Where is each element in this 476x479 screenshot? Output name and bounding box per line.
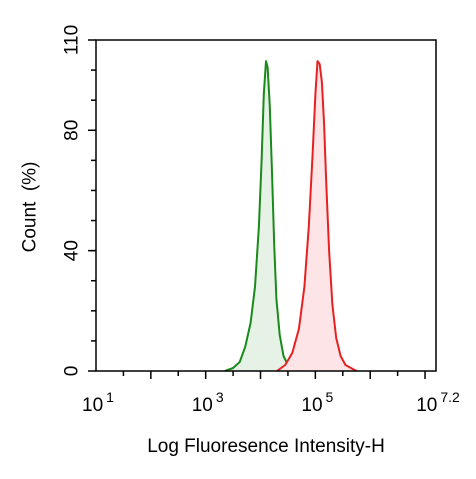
plot-frame bbox=[95, 39, 437, 372]
series-1-area bbox=[224, 61, 298, 371]
x-axis-title: Log Fluoresence Intensity-H bbox=[147, 436, 385, 457]
series-2-line bbox=[276, 60, 357, 372]
x-tick-exponent: 3 bbox=[216, 389, 224, 405]
y-axis-title: Count (%) bbox=[20, 162, 41, 253]
x-tick-label: 10 3 bbox=[192, 389, 224, 416]
x-tick-label: 10 7.2 bbox=[416, 389, 460, 416]
x-tick-label: 10 1 bbox=[82, 389, 114, 416]
y-tick-label: 80 bbox=[62, 120, 83, 141]
x-tick-base: 10 bbox=[192, 395, 213, 416]
y-tick-label: 0 bbox=[62, 366, 83, 377]
x-tick-base: 10 bbox=[416, 395, 437, 416]
x-tick-base: 10 bbox=[82, 395, 103, 416]
x-tick-exponent: 1 bbox=[106, 389, 114, 405]
x-tick-exponent: 5 bbox=[326, 389, 334, 405]
series-layer bbox=[224, 60, 357, 372]
series-2-area bbox=[277, 61, 357, 371]
y-tick-label: 40 bbox=[62, 240, 83, 261]
x-tick-exponent: 7.2 bbox=[440, 389, 460, 405]
y-tick-label: 110 bbox=[62, 25, 83, 55]
y-axis-ticks: 0 40 80 110 bbox=[62, 25, 96, 377]
plot-area bbox=[95, 39, 437, 372]
x-axis-ticks: 10 1 10 3 10 5 10 7.2 bbox=[82, 371, 460, 416]
x-tick-label: 10 5 bbox=[301, 389, 333, 416]
series-1-line bbox=[224, 60, 299, 372]
x-tick-base: 10 bbox=[301, 395, 322, 416]
